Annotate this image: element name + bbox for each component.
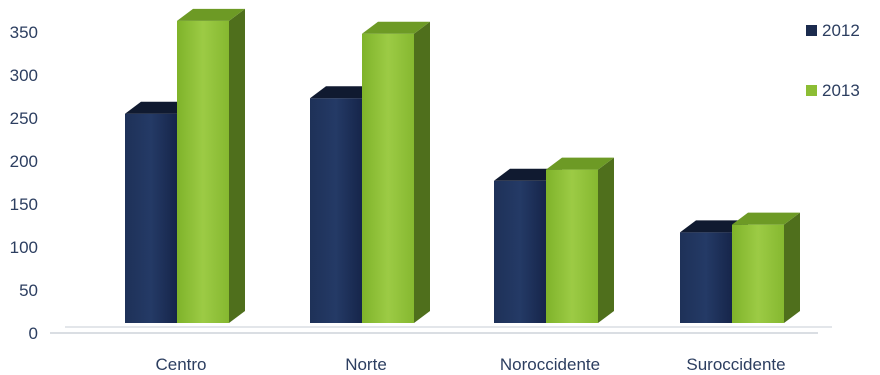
axis-layer [50, 326, 832, 334]
y-tick-label: 350 [10, 23, 38, 42]
y-tick-label: 150 [10, 195, 38, 214]
bar-front-face [494, 180, 546, 323]
bar-top-face [125, 101, 193, 114]
y-tick-label: 300 [10, 66, 38, 85]
y-tick-label: 0 [29, 324, 38, 343]
bar-front-face [125, 113, 177, 323]
bar-top-face [494, 168, 562, 181]
legend-swatch [806, 25, 817, 36]
bar-top-face [732, 212, 800, 225]
y-tick-label: 200 [10, 152, 38, 171]
x-tick-label: Centro [155, 355, 206, 374]
bar-front-face [310, 98, 362, 323]
bar-side-face [598, 157, 614, 323]
bar-front-face [732, 224, 784, 323]
y-tick-label: 250 [10, 109, 38, 128]
legend-label: 2013 [822, 81, 860, 100]
legend-swatch [806, 85, 817, 96]
y-tick-label: 50 [19, 281, 38, 300]
y-tick-label: 100 [10, 238, 38, 257]
bar-front-face [546, 169, 598, 323]
x-tick-label: Norte [345, 355, 387, 374]
legend-entry-2012: 2012 [806, 21, 860, 40]
bar-2013-centro [177, 8, 245, 323]
legend-label: 2012 [822, 21, 860, 40]
bar-top-face [546, 157, 614, 170]
bar-top-face [177, 8, 245, 21]
bar-top-face [362, 21, 430, 34]
bar-side-face [229, 8, 245, 323]
bar-front-face [680, 232, 732, 323]
x-tick-label: Noroccidente [500, 355, 600, 374]
bar-side-face [414, 21, 430, 323]
bar-2013-norte [362, 21, 430, 323]
bars-layer [125, 8, 800, 323]
legend: 2012 2013 [806, 21, 860, 100]
x-tick-label: Suroccidente [686, 355, 785, 374]
bar-2013-suroccidente [732, 212, 800, 323]
bar-front-face [362, 33, 414, 323]
labels-layer: 0 50 100 150 200 250 300 350 Centro Norte Noroccid… [10, 23, 786, 374]
bar-top-face [310, 86, 378, 99]
bar-2013-noroccidente [546, 157, 614, 323]
bar-side-face [784, 212, 800, 323]
legend-entry-2013: 2013 [806, 81, 860, 100]
bar-top-face [680, 220, 748, 233]
bar-front-face [177, 20, 229, 323]
